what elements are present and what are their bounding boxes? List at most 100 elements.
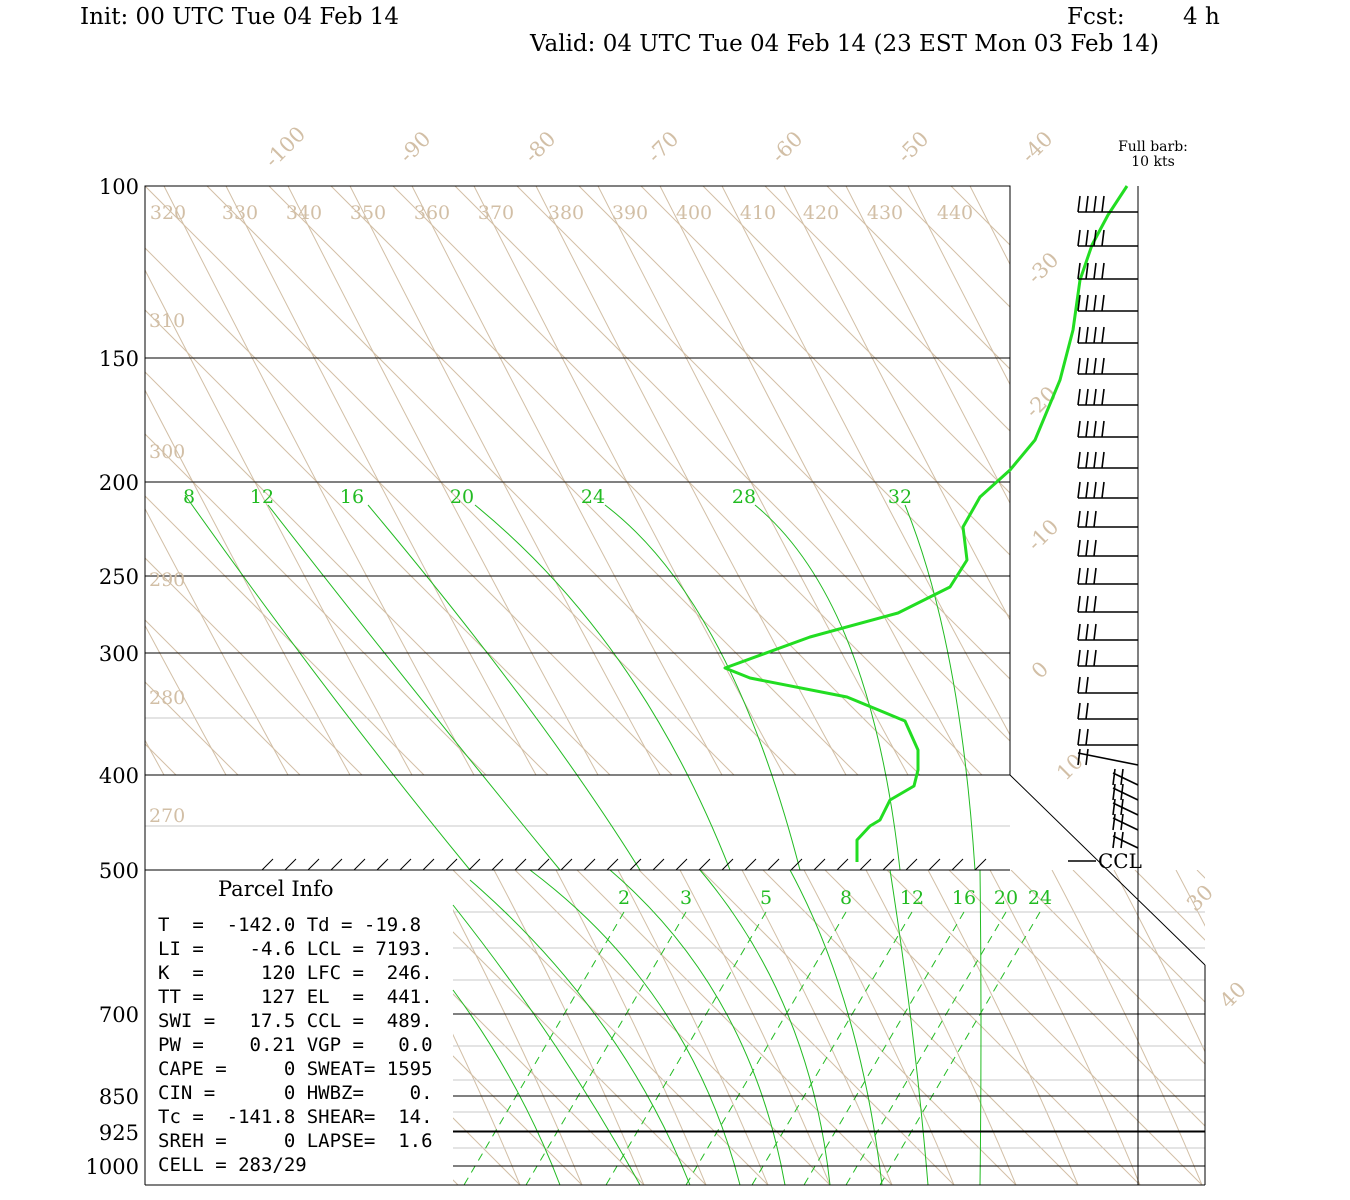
adiabat-line [927,870,1079,1185]
adiabat-line [493,870,645,1185]
isotherm-label: -70 [643,127,684,168]
isotherm-line [330,186,921,775]
hatch-mark [813,858,826,871]
theta-label: 400 [676,202,712,224]
isotherm-line [268,186,859,775]
isotherm-label: 0 [1027,657,1053,683]
pressure-tick: 300 [99,642,139,666]
isotherm-line [145,186,735,775]
hatch-mark [399,858,412,871]
pressure-tick: 200 [99,471,139,495]
isotherm-line [950,186,1010,246]
wind-barb [1077,539,1138,557]
barb-flag [1120,783,1124,801]
barb-flag [1101,451,1105,469]
mixing-ratio-label: 16 [952,887,976,909]
barb-flag [1085,420,1089,438]
mixing-ratio-label: 24 [1028,887,1052,909]
isotherm-line [145,619,301,775]
barb-flag [1085,326,1089,344]
parcel-row: CAPE = 0 SWEAT= 1595 [158,1058,433,1080]
adiabat-line [1300,870,1350,1185]
adiabat-line [411,186,723,775]
barb-flag [1093,623,1097,641]
barb-flag [1077,649,1081,667]
mixing-ratio-label: 28 [732,486,756,508]
parcel-row: Tc = -141.8 SHEAR= 14. [158,1106,433,1128]
adiabat-line [865,870,1017,1185]
adiabat-line [163,186,475,775]
theta-label: 390 [612,202,648,224]
temperature-profile [723,185,1129,862]
mixing-ratio-label: 32 [888,486,912,508]
wind-barb [1077,649,1138,667]
pressure-tick: 925 [99,1121,139,1145]
adiabat-line [349,186,661,775]
parcel-row: CELL = 283/29 [158,1154,307,1176]
wind-barb [1077,388,1138,406]
theta-label: 350 [350,202,386,224]
theta-label: 420 [803,202,839,224]
barb-flag [1101,229,1105,247]
barb-flag [1077,294,1081,312]
barb-flag [1120,813,1124,831]
isotherm-line [145,371,549,775]
hatch-mark [767,858,780,871]
hatch-mark [261,858,274,871]
theta-label: 370 [478,202,514,224]
barb-flag [1077,262,1081,280]
moist-adiabat [267,504,561,871]
barb-flag [1101,357,1105,375]
wind-barb [1112,798,1139,816]
barb-flag [1093,326,1097,344]
adiabat-line [1280,186,1350,775]
parcel-title: Parcel Info [218,877,334,901]
wind-barb [1077,262,1138,280]
adiabat-line [225,186,537,775]
barb-shaft [1112,817,1139,831]
moist-adiabat [474,504,731,871]
wind-barb [1077,510,1138,528]
parcel-row: SREH = 0 LAPSE= 1.6 [158,1130,433,1152]
mixing-ratio-line [845,911,1007,1186]
mixing-ratio-label: 16 [340,486,364,508]
wind-barb [1112,813,1139,831]
barb-flag [1085,262,1089,280]
wind-barb [1077,294,1138,312]
barb-flag [1085,451,1089,469]
wind-barb [1112,783,1139,801]
adiabat-line [1156,186,1350,775]
moist-adiabat [367,504,641,871]
moist-adiabat [609,869,786,1186]
barb-flag [1077,728,1081,746]
mixing-ratio-line [879,911,1041,1186]
adiabat-line [617,870,769,1185]
pressure-tick: 400 [99,764,139,788]
adiabat-line [535,186,847,775]
isotherm-line [0,870,24,1185]
isotherm-label: -10 [1023,515,1064,556]
mixing-ratio-label: 8 [183,486,195,508]
barb-flag [1101,195,1105,213]
theta-label: 290 [149,569,185,591]
hatch-mark [537,858,550,871]
barb-flag [1085,388,1089,406]
hatch-mark [951,858,964,871]
adiabat-line [145,269,413,775]
barb-flag [1093,420,1097,438]
isotherm-line [145,309,611,775]
barb-flag [1101,388,1105,406]
barb-flag [1093,481,1097,499]
theta-label: 430 [867,202,903,224]
adiabat-line [1051,870,1203,1185]
hatch-mark [606,858,619,871]
barb-flag [1101,294,1105,312]
barb-flag [1085,539,1089,557]
hatch-mark [284,858,297,871]
mixing-ratio-label: 8 [840,887,852,909]
barb-flag [1093,649,1097,667]
moist-adiabat [979,869,982,1186]
adiabat-line [783,186,1010,621]
isotherm-label: 40 [1215,977,1251,1013]
